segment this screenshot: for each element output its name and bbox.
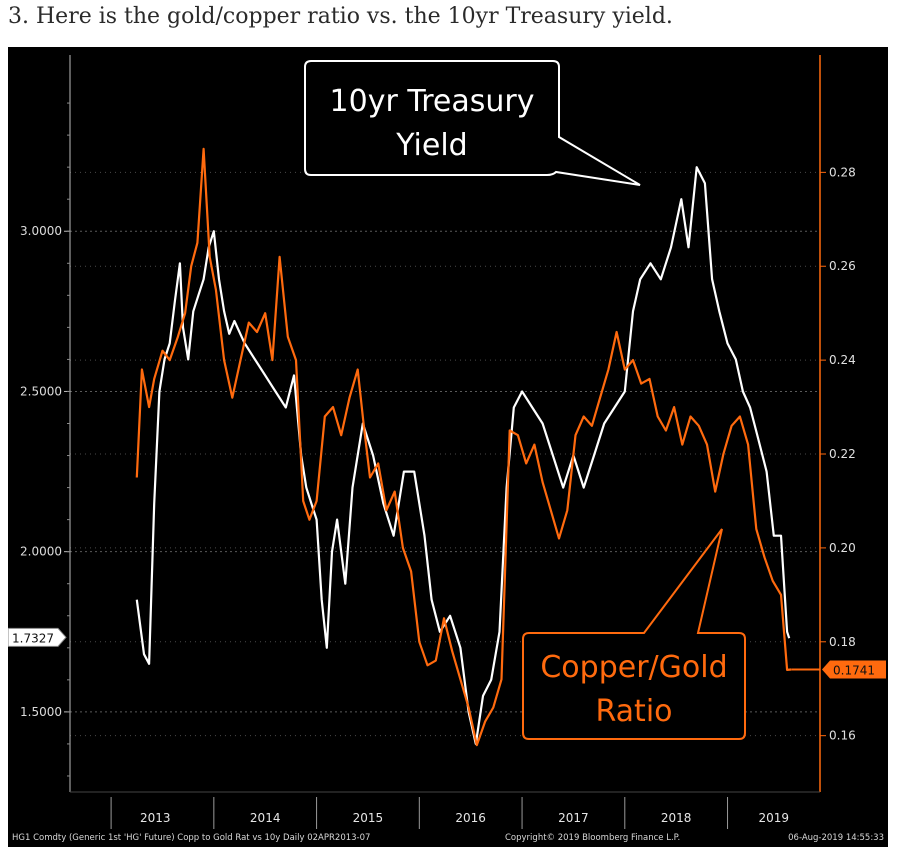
x-axis: 2013 2014 2015 2016 2017 2018 2019 — [70, 791, 820, 829]
left-tick-label: 3.0000 — [20, 224, 62, 238]
right-last-value-flag: 0.1741 — [822, 660, 886, 679]
footer-timestamp: 06-Aug-2019 14:55:33 — [788, 833, 884, 843]
ratio-callout-text: Copper/Gold — [540, 650, 727, 685]
ratio-callout-box — [522, 528, 746, 740]
right-tick-label: 0.24 — [829, 353, 856, 367]
right-tick-label: 0.26 — [829, 259, 856, 273]
right-last-value-box — [822, 660, 886, 679]
right-tick-label: 0.22 — [829, 447, 856, 461]
footer-copyright: Copyright© 2019 Bloomberg Finance L.P. — [505, 833, 680, 843]
treasury-callout-text: Yield — [395, 128, 467, 163]
x-tick-label: 2017 — [558, 811, 589, 825]
right-axis: 0.28 0.26 0.24 0.22 0.20 0.18 0.16 0.1741 — [819, 55, 886, 792]
caption: 3. Here is the gold/copper ratio vs. the… — [8, 4, 673, 29]
x-tick-label: 2019 — [758, 811, 789, 825]
left-axis: 3.0000 2.5000 2.0000 1.5000 1.7327 — [8, 55, 71, 792]
annotation-layer: 10yr Treasury Yield Copper/Gold Ratio — [304, 60, 746, 740]
right-tick-label: 0.18 — [829, 635, 856, 649]
left-last-value-flag: 1.7327 — [8, 627, 67, 647]
footer-layer: HG1 Comdty (Generic 1st 'HG' Future) Cop… — [12, 833, 884, 843]
series-layer — [135, 147, 820, 747]
copper-gold-ratio-line — [135, 147, 792, 747]
right-tick-label: 0.16 — [829, 729, 856, 743]
treasury-callout: 10yr Treasury Yield — [304, 60, 641, 186]
right-tick-label: 0.28 — [829, 165, 856, 179]
right-tick-label: 0.20 — [829, 541, 856, 555]
x-tick-label: 2014 — [250, 811, 281, 825]
left-last-value-box — [8, 627, 67, 647]
ratio-callout: Copper/Gold Ratio — [522, 528, 746, 740]
footer-source: HG1 Comdty (Generic 1st 'HG' Future) Cop… — [12, 833, 370, 843]
treasury-callout-box — [304, 60, 641, 186]
left-tick-label: 1.5000 — [20, 705, 62, 719]
left-tick-label: 2.0000 — [20, 545, 62, 559]
x-tick-label: 2018 — [661, 811, 692, 825]
chart-frame: 3.0000 2.5000 2.0000 1.5000 1.7327 0.28 0.26 0… — [8, 47, 888, 847]
x-tick-label: 2015 — [353, 811, 384, 825]
x-tick-label: 2013 — [140, 811, 171, 825]
ratio-callout-text: Ratio — [595, 694, 672, 729]
right-last-value-label: 0.1741 — [833, 663, 875, 677]
left-last-value-label: 1.7327 — [12, 631, 54, 645]
left-tick-label: 2.5000 — [20, 384, 62, 398]
x-tick-label: 2016 — [455, 811, 486, 825]
treasury-callout-text: 10yr Treasury — [330, 84, 535, 119]
